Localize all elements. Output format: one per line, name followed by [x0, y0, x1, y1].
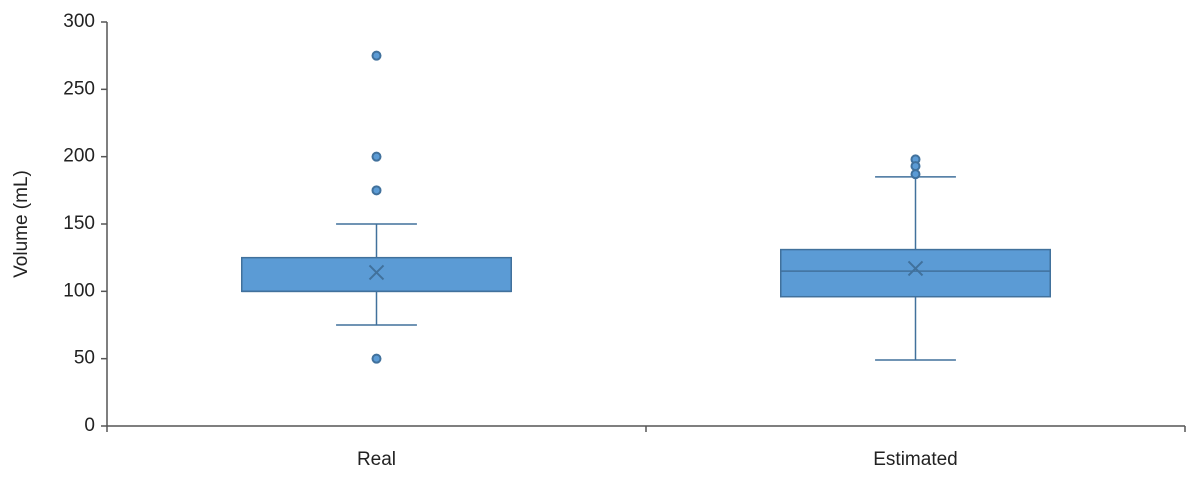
y-tick-label: 250: [63, 78, 95, 99]
box: [780, 248, 1051, 298]
y-tick-label: 200: [63, 146, 95, 167]
y-tick-label: 300: [63, 11, 95, 32]
outlier: [910, 169, 921, 180]
outlier: [371, 151, 382, 162]
y-axis-label: Volume (mL): [11, 170, 32, 278]
x-tick-label: Estimated: [873, 449, 957, 470]
mean-marker: [368, 264, 385, 281]
outlier: [371, 353, 382, 364]
y-tick-label: 0: [84, 415, 95, 436]
mean-marker: [907, 260, 924, 277]
box: [241, 256, 512, 293]
x-tick-label: Real: [357, 449, 396, 470]
y-tick-label: 100: [63, 280, 95, 301]
outlier: [371, 185, 382, 196]
outlier: [371, 50, 382, 61]
outlier: [910, 161, 921, 172]
y-tick-label: 50: [74, 348, 95, 369]
y-tick-label: 150: [63, 213, 95, 234]
